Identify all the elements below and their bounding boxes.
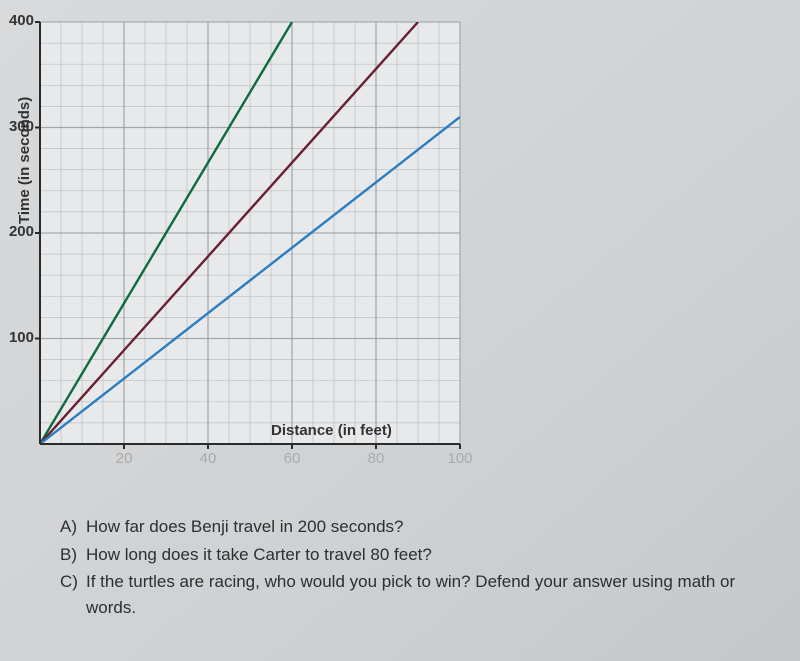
y-axis-label: Time (in seconds) [16, 97, 33, 224]
x-axis-label: Distance (in feet) [271, 422, 392, 439]
question-c-text: If the turtles are racing, who would you… [86, 569, 780, 620]
question-a: A) How far does Benji travel in 200 seco… [60, 514, 780, 540]
x-tick: 80 [361, 450, 391, 467]
question-c-letter: C) [60, 569, 86, 620]
chart-container: Time (in seconds) Distance (in feet) 100… [0, 14, 470, 484]
page: Time (in seconds) Distance (in feet) 100… [0, 0, 800, 661]
question-a-text: How far does Benji travel in 200 seconds… [86, 514, 780, 540]
y-tick: 100 [0, 329, 34, 346]
y-tick: 300 [0, 118, 34, 135]
question-b: B) How long does it take Carter to trave… [60, 542, 780, 568]
x-tick: 20 [109, 450, 139, 467]
question-a-letter: A) [60, 514, 86, 540]
x-tick: 100 [445, 450, 475, 467]
question-c: C) If the turtles are racing, who would … [60, 569, 780, 620]
chart-svg [0, 14, 470, 484]
x-tick: 60 [277, 450, 307, 467]
y-tick: 200 [0, 223, 34, 240]
questions-block: A) How far does Benji travel in 200 seco… [60, 514, 780, 622]
y-tick: 400 [0, 12, 34, 29]
x-tick: 40 [193, 450, 223, 467]
question-b-letter: B) [60, 542, 86, 568]
question-b-text: How long does it take Carter to travel 8… [86, 542, 780, 568]
